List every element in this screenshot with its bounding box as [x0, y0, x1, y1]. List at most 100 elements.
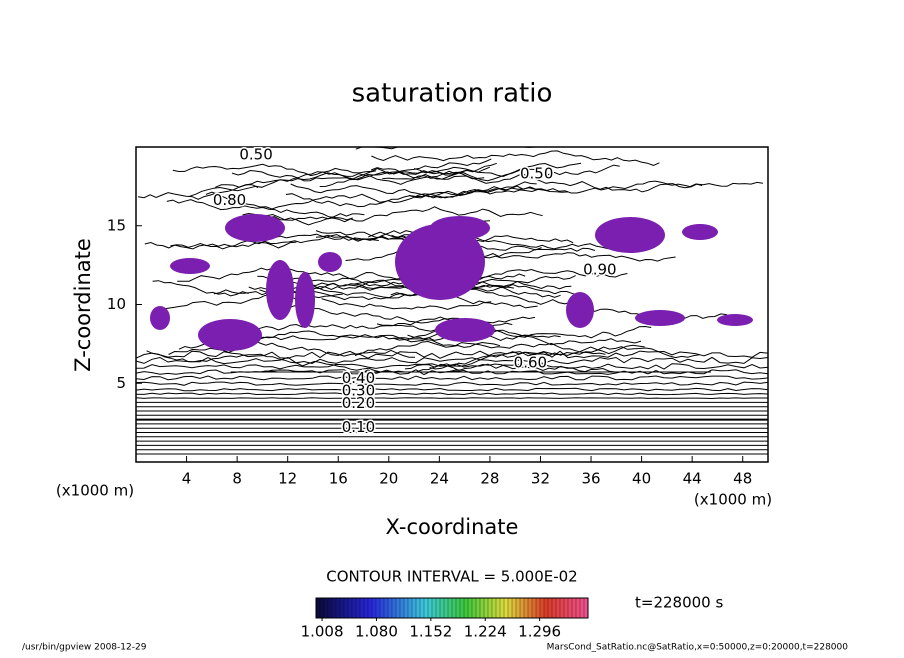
- x-tick-label: 12: [278, 470, 297, 488]
- contour-line: [413, 168, 703, 193]
- contour-line: [135, 392, 769, 396]
- contour-label: 0.40: [342, 369, 375, 387]
- contour-label: 0.80: [213, 191, 246, 209]
- contour-line: [393, 323, 652, 343]
- shaded-region: [435, 318, 495, 342]
- contour-line: [285, 188, 569, 208]
- contour-label: 0.10: [342, 418, 375, 436]
- shaded-region: [430, 216, 490, 240]
- contour-line: [429, 346, 700, 370]
- contour-line: [407, 334, 606, 355]
- contour-line: [135, 387, 769, 392]
- colorbar-cell: [567, 597, 573, 619]
- colorbar-cell: [531, 597, 537, 619]
- colorbar-cell: [431, 597, 437, 619]
- colorbar-cell: [499, 597, 505, 619]
- colorbar-tick-label: 1.296: [518, 623, 561, 641]
- colorbar-tick-label: 1.008: [301, 623, 344, 641]
- colorbar-cell: [579, 597, 585, 619]
- colorbar-cell: [327, 597, 333, 619]
- contour-line: [362, 344, 645, 373]
- colorbar-cell: [427, 597, 433, 619]
- contour-line: [166, 199, 353, 221]
- contour-line: [215, 158, 492, 188]
- contour-line: [254, 330, 561, 342]
- colorbar-cell: [455, 597, 461, 619]
- contour-line: [135, 363, 769, 370]
- colorbar-cell: [395, 597, 401, 619]
- colorbar-cell: [511, 597, 517, 619]
- contour-label: 0.20: [342, 394, 375, 412]
- plot-area: [135, 146, 769, 463]
- colorbar-cell: [451, 597, 457, 619]
- colorbar-cell: [515, 597, 521, 619]
- y-tick-label: 10: [107, 295, 126, 313]
- colorbar-cell: [539, 597, 545, 619]
- colorbar-cell: [355, 597, 361, 619]
- colorbar-cell: [459, 597, 465, 619]
- colorbar-cell: [475, 597, 481, 619]
- colorbar-cell: [415, 597, 421, 619]
- footer-left: /usr/bin/gpview 2008-12-29: [22, 643, 147, 653]
- colorbar-cell: [463, 597, 469, 619]
- contour-line: [288, 305, 536, 327]
- x-tick-label: 44: [683, 470, 702, 488]
- contour-line: [290, 181, 537, 199]
- colorbar-cell: [519, 597, 525, 619]
- colorbar-cell: [407, 597, 413, 619]
- contour-line: [376, 323, 642, 346]
- contour-line: [135, 350, 769, 359]
- contour-line: [138, 184, 259, 200]
- x-tick-label: 20: [379, 470, 398, 488]
- x-tick-label: 36: [581, 470, 600, 488]
- contour-label: 0.90: [583, 260, 616, 278]
- contour-line: [135, 356, 769, 365]
- shaded-region: [266, 260, 294, 320]
- contour-line: [268, 213, 365, 221]
- colorbar-cell: [371, 597, 377, 619]
- colorbar-cell: [315, 597, 321, 619]
- colorbar-cell: [335, 597, 341, 619]
- colorbar-cell: [495, 597, 501, 619]
- colorbar-tick-label: 1.224: [464, 623, 507, 641]
- shaded-region: [635, 310, 685, 326]
- shaded-region: [682, 224, 718, 240]
- shaded-region: [595, 217, 665, 253]
- colorbar-tick-label: 1.152: [409, 623, 452, 641]
- colorbar-cell: [443, 597, 449, 619]
- colorbar-cell: [527, 597, 533, 619]
- colorbar-cell: [487, 597, 493, 619]
- colorbar-cell: [543, 597, 549, 619]
- colorbar-cell: [435, 597, 441, 619]
- shaded-region: [717, 314, 753, 326]
- colorbar-cell: [319, 597, 325, 619]
- colorbar-cell: [375, 597, 381, 619]
- colorbar-cell: [387, 597, 393, 619]
- colorbar-cell: [359, 597, 365, 619]
- contour-line: [371, 150, 660, 166]
- colorbar-cell: [535, 597, 541, 619]
- colorbar-cell: [551, 597, 557, 619]
- colorbar-cell: [563, 597, 569, 619]
- x-axis-label: X-coordinate: [386, 515, 519, 539]
- contour-interval: CONTOUR INTERVAL = 5.000E-02: [326, 568, 577, 586]
- contour-line: [230, 370, 297, 373]
- colorbar-cell: [323, 597, 329, 619]
- colorbar-cell: [483, 597, 489, 619]
- colorbar-cell: [367, 597, 373, 619]
- contour-line: [274, 233, 407, 241]
- x-tick-label: 8: [232, 470, 242, 488]
- contour-line: [319, 164, 620, 187]
- colorbar-cell: [379, 597, 385, 619]
- colorbar-cell: [471, 597, 477, 619]
- colorbar-cell: [575, 597, 581, 619]
- y-tick-label: 5: [116, 374, 126, 392]
- contour-line: [170, 241, 297, 249]
- contour-line: [408, 180, 764, 199]
- colorbar-cell: [555, 597, 561, 619]
- contour-label: 0.50: [239, 145, 272, 163]
- contour-line: [205, 186, 537, 210]
- x-tick-label: 24: [430, 470, 449, 488]
- chart-title: saturation ratio: [352, 79, 553, 109]
